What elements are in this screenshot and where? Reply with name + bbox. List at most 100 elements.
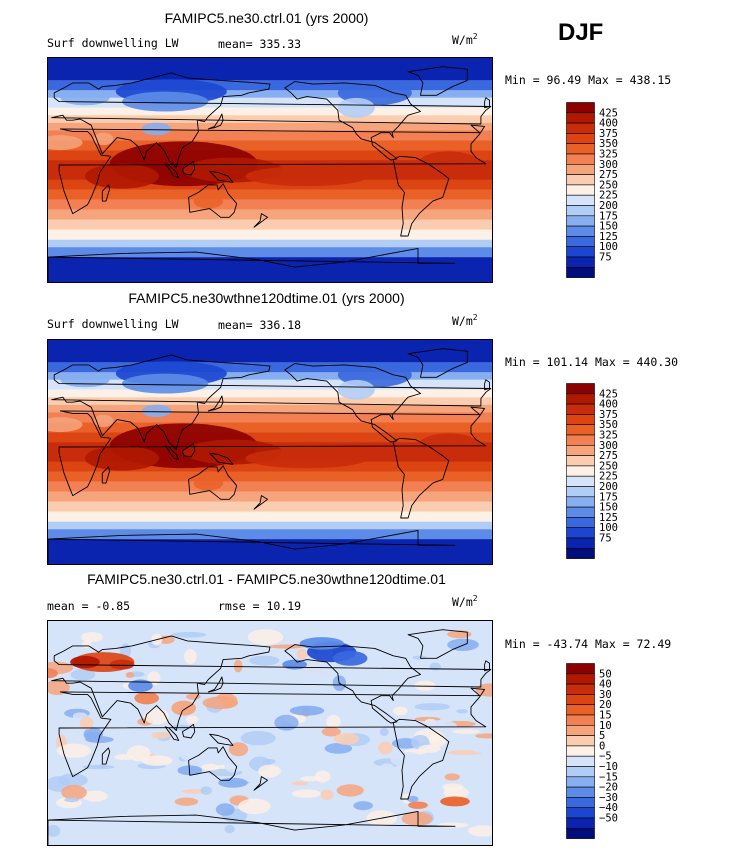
colorbar-label: 100 [599, 241, 618, 253]
map-band [48, 491, 492, 502]
map-band [48, 397, 492, 405]
coastline [392, 437, 450, 519]
colorbar-swatch [566, 246, 595, 258]
map-band [48, 130, 492, 141]
colorbar-label: 400 [599, 399, 618, 411]
map-blob [299, 637, 344, 650]
map-blob [109, 659, 135, 670]
colorbar-label: 325 [599, 149, 618, 161]
colorbar-swatch [566, 383, 595, 395]
map-blob [93, 132, 114, 146]
colorbar-swatch [566, 724, 595, 736]
colorbar-swatch [566, 496, 595, 508]
map-blob [200, 786, 212, 795]
map-blob [437, 822, 469, 828]
colorbar-label: 175 [599, 491, 618, 503]
map-blob [64, 797, 80, 803]
map-blob [61, 784, 87, 800]
map-blob [58, 773, 88, 787]
map-blob [85, 163, 159, 189]
map-blob [414, 703, 451, 711]
colorbar-swatch [566, 434, 595, 446]
map-blob [238, 798, 271, 815]
colorbar-label: 425 [599, 388, 618, 400]
coastline [253, 213, 268, 228]
panel3-units: W/m2 [452, 594, 478, 609]
colorbar-label: 275 [599, 169, 618, 181]
colorbar-label: 150 [599, 502, 618, 514]
colorbar-swatch [566, 506, 595, 518]
panel2-minmax: Min = 101.14 Max = 440.30 [505, 355, 679, 369]
map-blob [291, 781, 309, 786]
map-blob [352, 668, 379, 679]
map-band [48, 229, 492, 240]
coastline [101, 184, 111, 202]
colorbar-label: 75 [599, 533, 612, 545]
coastline [207, 395, 224, 412]
colorbar-label: 275 [599, 450, 618, 462]
colorbar-swatch [566, 714, 595, 726]
map-blob [393, 706, 408, 716]
colorbar-swatch [566, 163, 595, 175]
colorbar-swatch [566, 683, 595, 695]
colorbar-swatch [566, 267, 595, 278]
coastline [207, 676, 224, 693]
map-blob [412, 655, 428, 660]
colorbar-label: 200 [599, 200, 618, 212]
colorbar-label: 100 [599, 522, 618, 534]
colorbar-swatch [566, 517, 595, 528]
colorbar-label: 400 [599, 118, 618, 130]
colorbar-swatch [566, 393, 595, 405]
coastline [188, 465, 238, 500]
colorbar-swatch [566, 755, 595, 767]
map-blob [218, 777, 248, 788]
colorbar-swatch [566, 486, 595, 498]
map-blob [141, 404, 172, 418]
colorbar-swatch [566, 225, 595, 237]
colorbar-label: −5 [599, 751, 612, 763]
map-band [48, 209, 492, 220]
colorbar-label: −30 [599, 792, 618, 804]
map-blob [456, 709, 468, 714]
map-blob [274, 714, 299, 731]
map-blob [174, 797, 199, 806]
colorbar-swatch [566, 745, 595, 757]
map-blob [378, 763, 396, 779]
map-band [48, 140, 492, 151]
map-blob [151, 731, 171, 739]
colorbar-label: 375 [599, 409, 618, 421]
colorbar-label: 125 [599, 231, 618, 243]
panel2-map [47, 339, 493, 565]
colorbar-label: 20 [599, 699, 612, 711]
map-band [48, 501, 492, 512]
colorbar-label: 225 [599, 471, 618, 483]
coastline [392, 718, 450, 800]
map-blob [228, 742, 249, 757]
map-band [48, 247, 492, 258]
map-blob [452, 729, 481, 734]
map-blob [193, 193, 224, 209]
map-band [48, 115, 492, 123]
map-band [48, 511, 492, 522]
colorbar-label: −15 [599, 771, 618, 783]
colorbar-label: −50 [599, 813, 618, 825]
coastline [58, 124, 487, 215]
map-band [48, 471, 492, 482]
map-blob [247, 629, 284, 645]
map-band [48, 90, 492, 98]
colorbar-label: 0 [599, 740, 605, 752]
panel2-variable: Surf downwelling LW [47, 317, 179, 331]
map-blob [469, 739, 492, 753]
coastline [209, 733, 234, 746]
colorbar-swatch [566, 174, 595, 186]
map-band [48, 422, 492, 433]
map-blob [171, 700, 196, 716]
colorbar-label: −40 [599, 802, 618, 814]
map-blob [141, 755, 173, 766]
coastline [164, 445, 180, 460]
map-blob [48, 417, 83, 433]
map-blob [85, 736, 114, 744]
colorbar-label: 5 [599, 730, 605, 742]
colorbar-label: 10 [599, 720, 612, 732]
coastline [51, 354, 492, 450]
